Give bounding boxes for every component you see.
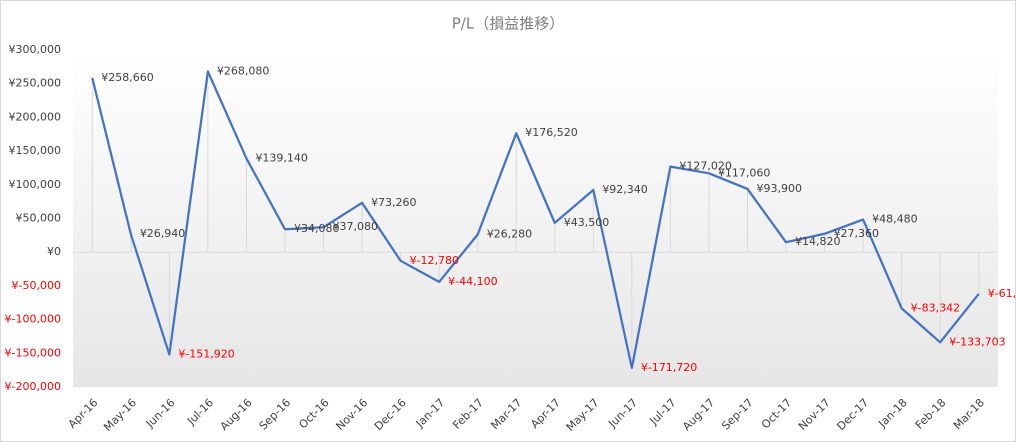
y-tick-label: ¥250,000	[9, 77, 62, 90]
plot-area	[73, 50, 998, 387]
data-label: ¥127,020	[679, 160, 732, 173]
y-tick-label: ¥300,000	[9, 43, 62, 56]
data-label: ¥176,520	[525, 126, 578, 139]
data-label: ¥48,480	[872, 213, 918, 226]
data-label: ¥-133,703	[949, 335, 1005, 348]
data-label: ¥26,940	[140, 227, 186, 240]
data-label: ¥93,900	[756, 182, 802, 195]
y-tick-label: ¥-50,000	[12, 279, 61, 292]
y-tick-label: ¥-100,000	[5, 313, 61, 326]
data-label: ¥26,280	[487, 227, 533, 240]
data-label: ¥43,500	[564, 216, 610, 229]
data-label: ¥27,360	[834, 227, 880, 240]
y-tick-label: ¥200,000	[9, 110, 62, 123]
y-tick-label: ¥50,000	[16, 212, 62, 225]
data-label: ¥37,080	[333, 220, 379, 233]
y-tick-label: ¥-150,000	[5, 346, 61, 359]
data-label: ¥139,140	[255, 151, 308, 164]
data-line	[91, 70, 980, 370]
data-label: ¥34,080	[294, 222, 340, 235]
data-label: ¥-151,920	[178, 348, 234, 361]
data-label: ¥258,660	[101, 71, 154, 84]
data-label: ¥117,060	[718, 166, 771, 179]
data-label: ¥14,820	[795, 235, 841, 248]
data-label: ¥268,080	[217, 65, 269, 78]
data-label: ¥-83,342	[911, 301, 960, 314]
data-label: ¥-171,720	[641, 361, 697, 374]
y-tick-label: ¥0	[47, 245, 61, 258]
data-label: ¥-61,915	[988, 287, 1016, 300]
y-tick-label: ¥100,000	[9, 178, 62, 191]
chart-title: P/L（損益推移）	[452, 15, 564, 33]
y-tick-label: ¥150,000	[9, 144, 62, 157]
data-label: ¥-12,780	[410, 254, 459, 267]
data-label: ¥-44,100	[448, 275, 497, 288]
y-tick-label: ¥-200,000	[5, 380, 61, 393]
data-label: ¥73,260	[371, 196, 417, 209]
data-label: ¥92,340	[602, 183, 648, 196]
